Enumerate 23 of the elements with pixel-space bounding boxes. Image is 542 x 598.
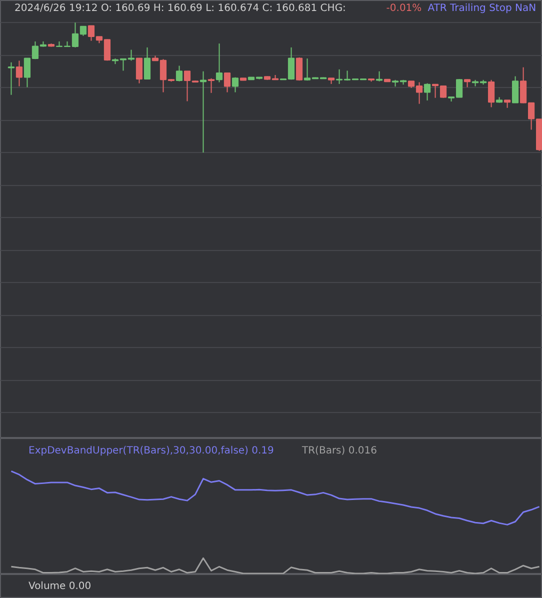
candlestick bbox=[184, 70, 191, 102]
candlestick bbox=[512, 76, 519, 104]
candlestick bbox=[200, 70, 207, 154]
candlestick bbox=[488, 79, 495, 108]
candlestick bbox=[216, 43, 223, 83]
candlestick bbox=[8, 62, 15, 96]
text: ATR Trailing Stop NaN bbox=[428, 2, 536, 14]
text: Volume 0.00 bbox=[28, 581, 92, 592]
candlestick bbox=[136, 58, 143, 84]
candlestick bbox=[440, 85, 447, 98]
candlestick bbox=[376, 70, 383, 82]
candlestick bbox=[176, 65, 183, 82]
candlestick bbox=[16, 60, 23, 87]
text: ExpDevBandUpper(TR(Bars),30,30.00,false) 0.19 bbox=[28, 445, 274, 456]
text: TR(Bars) 0.016 bbox=[301, 445, 377, 456]
candlestick bbox=[224, 72, 231, 93]
candlestick bbox=[144, 46, 151, 80]
candlestick bbox=[424, 82, 431, 101]
text: 2024/6/26 19:12 O: 160.69 H: 160.69 L: 160.674 C: 160.681 CHG: bbox=[14, 2, 346, 14]
candlestick bbox=[432, 84, 439, 98]
text: -0.01% bbox=[386, 2, 422, 14]
candlestick bbox=[232, 76, 239, 93]
candlestick bbox=[208, 78, 215, 94]
